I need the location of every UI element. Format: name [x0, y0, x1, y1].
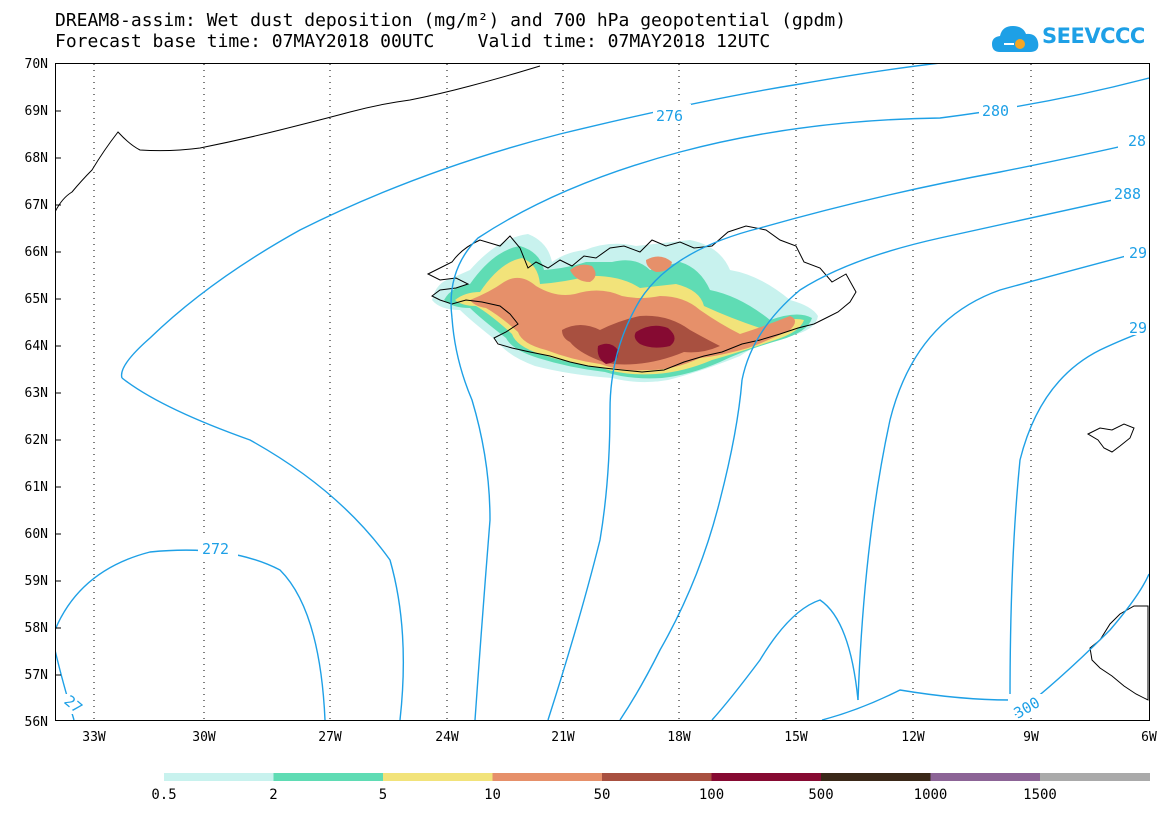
colorbar-swatch — [383, 773, 493, 781]
lat-label: 57N — [25, 668, 48, 683]
colorbar-label: 50 — [594, 787, 611, 803]
colorbar-label: 10 — [484, 787, 501, 803]
contour-label-272: 272 — [202, 540, 229, 558]
contour-inner2 — [547, 409, 611, 720]
lat-label: 56N — [25, 715, 48, 730]
dust-100-500 — [634, 325, 675, 348]
contour-inner3 — [619, 379, 743, 720]
contour-272 — [55, 549, 326, 720]
lat-label: 67N — [25, 198, 48, 213]
lon-label: 27W — [318, 730, 342, 745]
map-frame — [55, 63, 1150, 721]
coastlines — [55, 65, 1149, 701]
colorbar: 0.5 2 5 10 50 100 500 1000 1500 — [151, 773, 1150, 803]
contour-300 — [1014, 573, 1149, 716]
lat-label: 58N — [25, 621, 48, 636]
contour-inner4 — [711, 599, 859, 720]
lat-label: 62N — [25, 433, 48, 448]
colorbar-label: 500 — [808, 787, 833, 803]
colorbar-label: 1500 — [1023, 787, 1057, 803]
colorbar-label: 0.5 — [151, 787, 176, 803]
lat-label: 65N — [25, 292, 48, 307]
lon-label: 6W — [1141, 730, 1157, 745]
colorbar-swatch — [492, 773, 603, 781]
lat-label: 61N — [25, 480, 48, 495]
lat-label: 70N — [25, 57, 48, 72]
dust-10-50-ne — [646, 256, 672, 272]
greenland-coast — [55, 65, 541, 213]
dust-100-500-south — [597, 343, 619, 364]
dust-10-50-north — [570, 264, 596, 282]
contour-292 — [857, 249, 1149, 701]
lon-label: 33W — [82, 730, 106, 745]
contour-label-29b: 29 — [1129, 319, 1147, 337]
lat-label: 64N — [25, 339, 48, 354]
lon-label: 30W — [192, 730, 216, 745]
gridlines — [93, 64, 1032, 719]
dust-deposition-field — [432, 234, 818, 383]
faroe-coast — [1086, 423, 1135, 453]
scotland-coast — [1089, 605, 1149, 701]
lon-axis: 33W 30W 27W 24W 21W 18W 15W 12W 9W 6W — [82, 730, 1157, 745]
contour-296 — [1009, 329, 1149, 701]
lon-label: 9W — [1023, 730, 1039, 745]
map-title-line1: DREAM8-assim: Wet dust deposition (mg/m²… — [55, 10, 847, 31]
colorbar-label: 100 — [699, 787, 724, 803]
map-title-line2: Forecast base time: 07MAY2018 00UTC Vali… — [55, 31, 771, 52]
logo-text: SEEVCCC — [1042, 24, 1145, 48]
lat-label: 63N — [25, 386, 48, 401]
lat-label: 60N — [25, 527, 48, 542]
contour-label-288: 288 — [1114, 185, 1141, 203]
contour-276 — [120, 63, 941, 379]
lat-label: 69N — [25, 104, 48, 119]
colorbar-swatch — [164, 773, 274, 781]
lat-label: 68N — [25, 151, 48, 166]
contour-label-276: 276 — [656, 107, 683, 125]
colorbar-label: 5 — [379, 787, 387, 803]
contour-westgyre — [121, 377, 405, 720]
lat-label: 66N — [25, 245, 48, 260]
contour-inner1 — [451, 317, 491, 720]
lon-label: 15W — [784, 730, 808, 745]
contour-inner5 — [821, 689, 1011, 720]
colorbar-swatch — [273, 773, 384, 781]
iceland-coast — [426, 225, 857, 373]
lon-label: 21W — [551, 730, 575, 745]
colorbar-label: 1000 — [914, 787, 948, 803]
cloud-icon — [992, 26, 1039, 52]
colorbar-swatch — [602, 773, 712, 781]
colorbar-swatch — [1040, 773, 1150, 781]
geopotential-contours — [55, 63, 1149, 720]
contour-288 — [741, 191, 1149, 381]
contour-label-280: 280 — [982, 102, 1009, 120]
lat-axis: 70N 69N 68N 67N 66N 65N 64N 63N 62N 61N … — [25, 57, 61, 730]
colorbar-swatch — [711, 773, 822, 781]
lat-label: 59N — [25, 574, 48, 589]
colorbar-swatch — [930, 773, 1041, 781]
contour-label-29a: 29 — [1129, 244, 1147, 262]
contour-label-28: 28 — [1128, 132, 1146, 150]
lon-label: 24W — [435, 730, 459, 745]
lon-label: 12W — [901, 730, 925, 745]
colorbar-label: 2 — [269, 787, 277, 803]
lon-label: 18W — [667, 730, 691, 745]
seevccc-logo: SEEVCCC — [990, 20, 1145, 60]
contour-284 — [609, 139, 1149, 411]
colorbar-swatch — [821, 773, 931, 781]
